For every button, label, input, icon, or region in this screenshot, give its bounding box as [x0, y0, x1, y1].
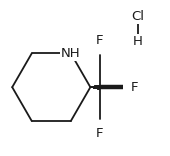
Text: H: H — [133, 35, 143, 48]
Text: F: F — [96, 127, 103, 140]
Text: Cl: Cl — [131, 10, 144, 23]
Text: F: F — [131, 81, 139, 94]
Text: NH: NH — [61, 47, 81, 60]
Text: F: F — [96, 34, 103, 47]
